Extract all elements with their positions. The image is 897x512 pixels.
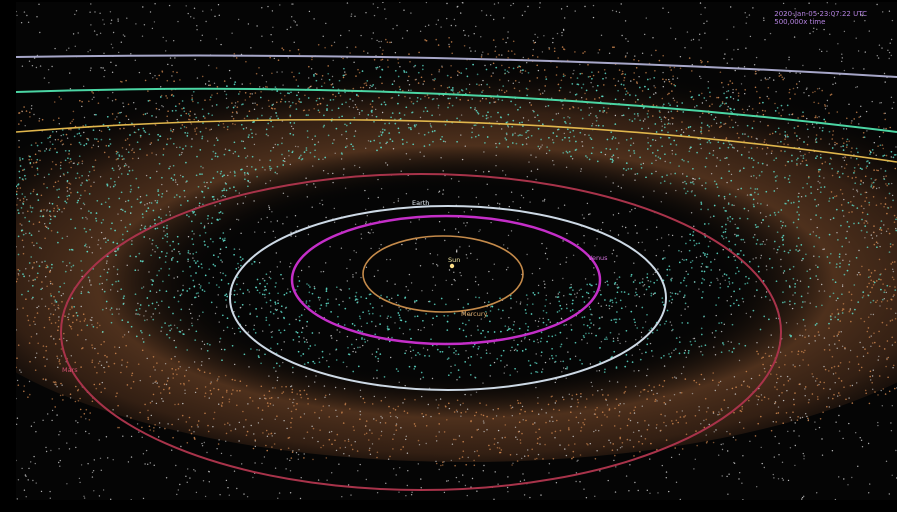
uranus-orbit <box>16 87 897 133</box>
mars-label: Mars <box>62 366 78 374</box>
earth-label: Earth <box>412 199 429 207</box>
mercury-label: Mercury <box>461 310 488 318</box>
earth-orbit <box>229 205 667 391</box>
sun-marker <box>449 263 455 269</box>
speed-text: 500,000x time <box>774 18 826 26</box>
asteroid-belt-haze <box>16 62 897 462</box>
venus-label: Venus <box>588 254 608 262</box>
mars-orbit <box>60 173 782 491</box>
neptune-orbit <box>16 54 897 78</box>
asteroid-field <box>16 2 897 500</box>
venus-orbit <box>290 214 602 346</box>
timestamp-text: 2020-Jan-05 23:07:22 UTC <box>774 10 867 18</box>
saturn-orbit <box>16 118 897 163</box>
mercury-orbit <box>362 235 524 313</box>
solar-system-view: Sun Mercury Venus Earth Mars <box>16 2 897 500</box>
sun-label: Sun <box>448 256 460 264</box>
time-readout: 2020-Jan-05 23:07:22 UTC 500,000x time <box>774 10 867 26</box>
